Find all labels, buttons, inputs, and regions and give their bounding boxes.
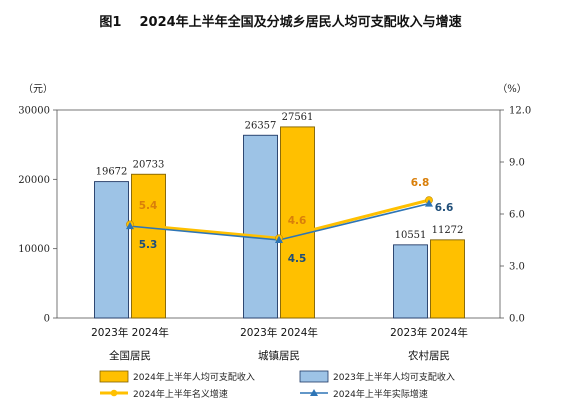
right-tick-label: 3.0 [509,262,525,273]
category-label: 城镇居民 [258,349,300,362]
legend-marker-real [310,389,318,396]
left-tick-label: 0 [44,314,50,325]
left-tick-label: 10000 [18,244,50,255]
bar-value-label: 11272 [432,225,464,236]
real-growth-point [275,235,283,243]
real-growth-label: 5.3 [139,239,158,251]
bar-2023 [393,244,428,319]
category-label: 农村居民 [408,349,450,362]
right-tick-label: 9.0 [509,158,525,169]
bar-2024 [131,173,166,319]
bar-2024 [430,239,465,319]
bar-2024 [280,126,315,319]
left-tick-label: 20000 [18,175,50,186]
nominal-growth-label: 6.8 [411,177,430,189]
bar-2023 [243,134,278,319]
real-growth-point [425,199,433,207]
bar-value-label: 20733 [133,159,165,170]
legend-label: 2024年上半年人均可支配收入 [133,371,255,383]
real-growth-label: 6.6 [435,202,454,214]
bar-2023 [94,181,129,319]
real-growth-point [126,221,134,230]
nominal-growth-label: 4.6 [288,215,307,227]
right-tick-label: 0.0 [509,314,525,325]
bar-value-label: 10551 [395,230,427,241]
year-tick-label: 2023年 2024年 [240,326,318,339]
legend-label: 2023年上半年人均可支配收入 [333,371,455,383]
legend-swatch-2024 [99,370,129,383]
bar-value-label: 27561 [282,112,314,123]
right-tick-label: 6.0 [509,210,525,221]
right-axis-unit: （%） [497,83,527,95]
year-tick-label: 2023年 2024年 [91,326,169,339]
nominal-growth-label: 5.4 [139,200,158,212]
real-growth-label: 4.5 [288,253,307,265]
left-axis-unit: （元） [23,83,53,95]
left-tick-label: 30000 [18,106,50,117]
legend-label: 2024年上半年实际增速 [333,388,428,400]
year-tick-label: 2023年 2024年 [390,326,468,339]
legend-label: 2024年上半年名义增速 [133,388,228,400]
category-label: 全国居民 [109,349,151,362]
bar-value-label: 26357 [245,120,277,131]
chart-title: 图1 2024年上半年全国及分城乡居民人均可支配收入与增速 [99,15,462,30]
right-tick-label: 12.0 [509,106,531,117]
nominal-growth-line [129,198,430,240]
legend-marker-nominal [110,389,118,397]
legend-swatch-2023 [299,370,329,383]
bar-value-label: 19672 [96,167,128,178]
